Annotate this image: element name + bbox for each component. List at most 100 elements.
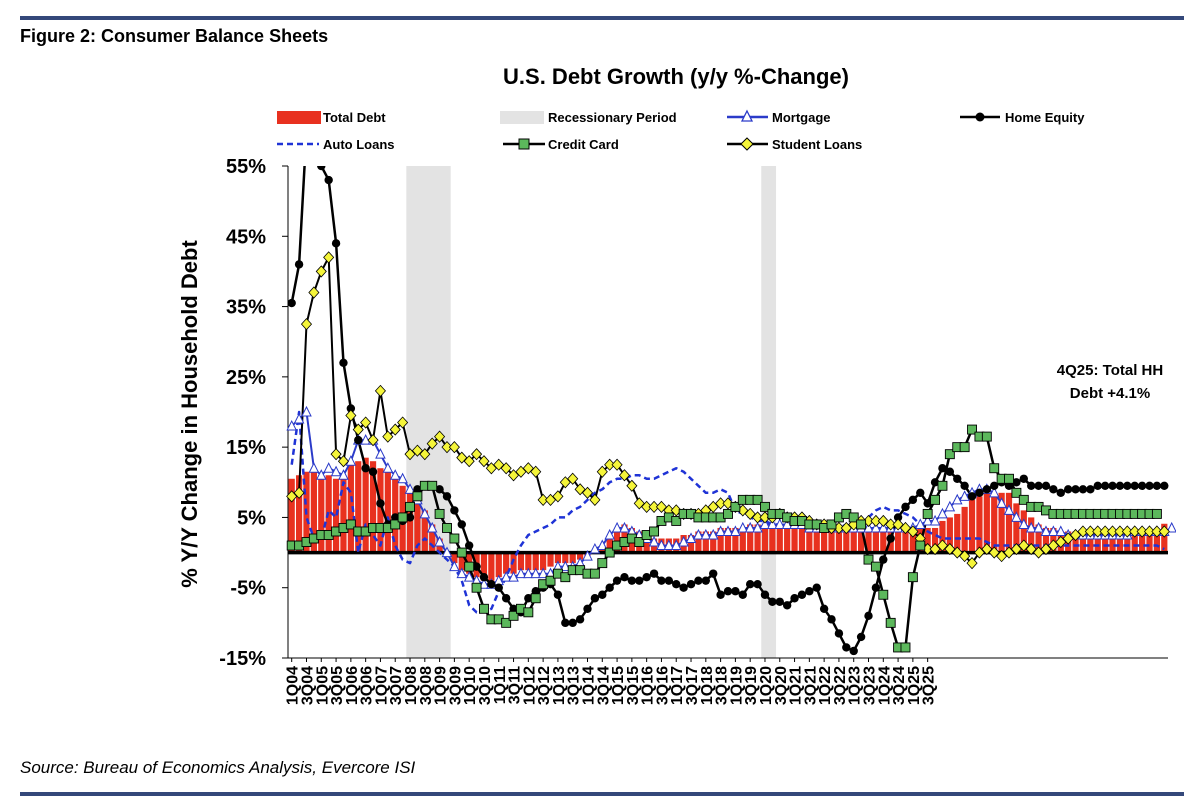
home-equity-point [967, 492, 977, 501]
student-loans-point [530, 465, 542, 478]
total-debt-bar [924, 527, 931, 553]
credit-card-point [427, 480, 438, 491]
mortgage-point [308, 462, 320, 473]
total-debt-bar [806, 527, 813, 553]
mortgage-point [375, 448, 386, 459]
total-debt-bar [540, 552, 547, 571]
total-debt-bar [458, 552, 465, 571]
student-loans-point [552, 490, 564, 503]
home-equity-point [864, 611, 873, 621]
student-loans-point [655, 500, 667, 513]
total-debt-bar [747, 524, 754, 553]
student-loans-point [374, 384, 386, 398]
total-debt-bar [643, 535, 650, 553]
total-debt-bar [1161, 523, 1168, 553]
x-tick-label: 3Q13 [566, 666, 583, 705]
total-debt-bar [754, 524, 761, 553]
total-debt-bar [1087, 531, 1094, 553]
total-debt-bar [880, 527, 887, 553]
home-equity-point [287, 298, 296, 308]
total-debt-bar [968, 499, 976, 553]
home-equity-point [923, 499, 932, 508]
student-loans-point [752, 511, 764, 524]
y-tick-label: 15% [226, 437, 266, 459]
student-loans-point [1114, 525, 1126, 538]
total-debt-bar [732, 527, 739, 553]
home-equity-point [361, 464, 370, 473]
x-tick-label: 1Q15 [610, 666, 627, 705]
home-equity-point [709, 569, 718, 578]
home-equity-point [1160, 481, 1169, 490]
mortgage-point [722, 525, 734, 536]
credit-card-point [449, 533, 460, 544]
total-debt-bar [784, 524, 791, 553]
credit-card-point [760, 501, 770, 512]
x-tick-label: 1Q09 [433, 666, 450, 705]
home-equity-point [753, 580, 762, 589]
total-debt-bar [702, 531, 709, 553]
credit-card-point [959, 442, 970, 453]
total-debt-bar [821, 527, 828, 553]
credit-card-point [856, 519, 867, 530]
student-loans-point [456, 451, 468, 464]
total-debt-bar [858, 527, 865, 553]
student-loans-point [892, 518, 904, 531]
credit-card-point [634, 537, 645, 547]
home-equity-point [1034, 481, 1043, 490]
student-loans-point [981, 542, 993, 556]
x-tick-label: 1Q06 [344, 666, 361, 705]
total-debt-bar [554, 552, 562, 564]
x-tick-label: 1Q10 [462, 666, 479, 705]
home-equity-point [716, 590, 725, 599]
home-equity-point [901, 502, 910, 512]
credit-card-point [900, 642, 911, 653]
total-debt-bar [451, 552, 458, 564]
total-debt-bar [310, 471, 317, 553]
home-equity-point [635, 576, 644, 585]
mortgage-point [670, 539, 682, 551]
credit-card-point [523, 607, 534, 618]
total-debt-bar [318, 475, 325, 553]
home-equity-point [487, 580, 496, 589]
mortgage-point [752, 521, 763, 533]
home-equity-point [1078, 485, 1088, 494]
student-loans-point [515, 465, 527, 478]
mortgage-point [1055, 525, 1067, 536]
mortgage-point [877, 521, 889, 533]
student-loans-point [544, 493, 557, 506]
mortgage-point [397, 472, 408, 484]
legend-credit-card: Credit Card [503, 137, 619, 152]
credit-card-point [723, 508, 733, 519]
student-loans-point [360, 416, 372, 429]
x-tick-label: 1Q12 [521, 666, 538, 705]
student-loans-point [404, 448, 416, 461]
total-debt-bar [414, 496, 421, 553]
mortgage-point [500, 571, 512, 582]
mortgage-point [700, 528, 712, 540]
x-tick-label: 1Q18 [699, 666, 716, 705]
mortgage-point [515, 567, 527, 579]
total-debt-bar [377, 468, 384, 553]
total-debt-bar [503, 552, 510, 574]
total-debt-bar [1020, 510, 1027, 553]
credit-card-point [885, 617, 896, 628]
total-debt-bar [510, 552, 517, 574]
student-loans-point [1129, 525, 1141, 538]
annotation-line-1: 4Q25: Total HH [1057, 362, 1163, 379]
total-debt-bar [946, 517, 953, 553]
home-equity-point [908, 495, 918, 505]
y-tick-label: 45% [226, 226, 266, 248]
home-equity-point [1071, 485, 1080, 494]
home-equity-point [945, 467, 955, 476]
total-debt-bar [695, 531, 702, 553]
total-debt-bar [813, 527, 820, 553]
total-debt-bar [547, 552, 554, 567]
legend-recession-swatch [500, 111, 544, 124]
legend-auto-loans-label: Auto Loans [323, 137, 395, 152]
student-loans-point [951, 546, 963, 559]
home-equity-point [627, 576, 637, 585]
home-equity-point [1123, 481, 1132, 490]
credit-card-point [649, 526, 660, 537]
student-loans-point [537, 493, 549, 506]
legend-total-debt-swatch [277, 111, 321, 124]
